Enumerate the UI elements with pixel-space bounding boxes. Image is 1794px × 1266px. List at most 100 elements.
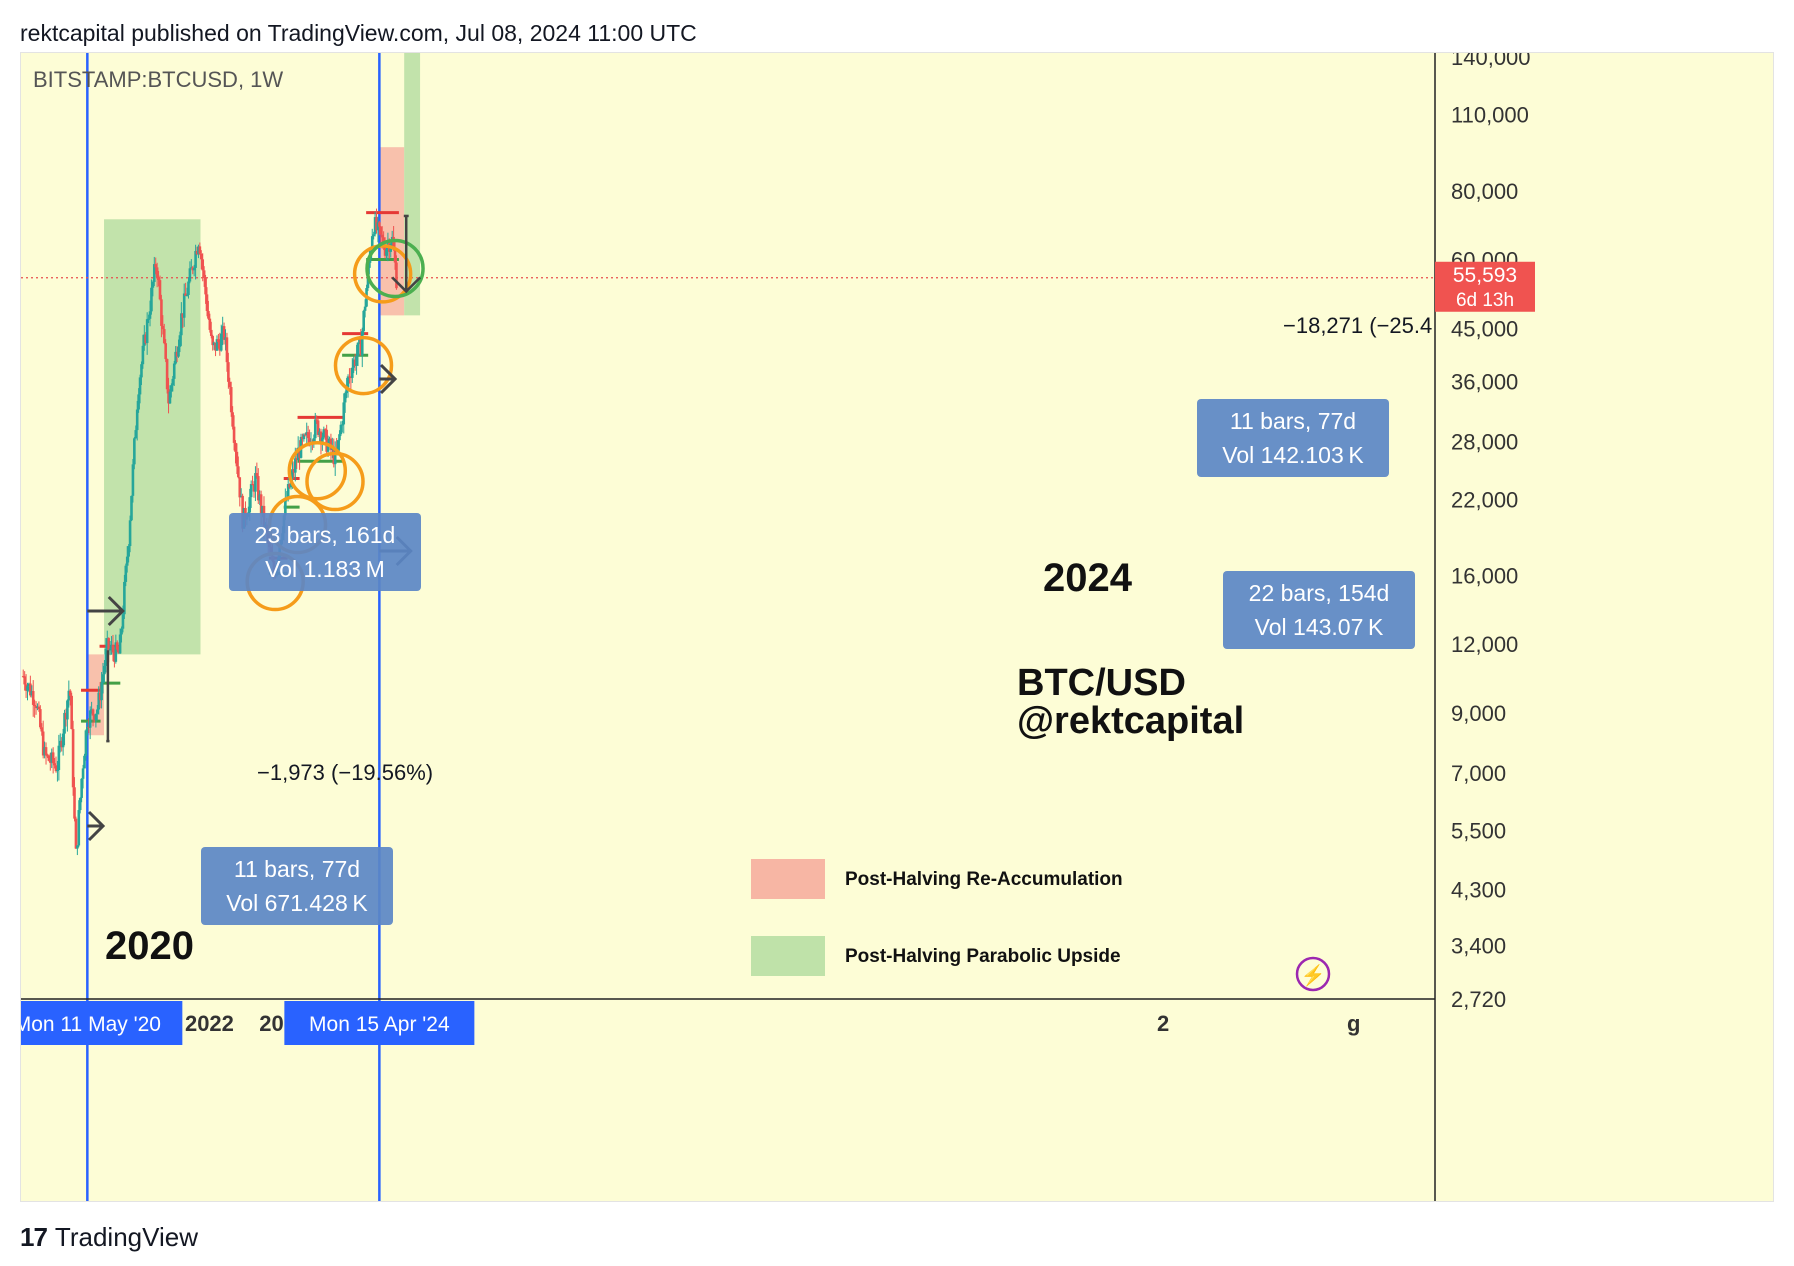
crosshair-date-label: Mon 11 May '20: [21, 1013, 161, 1036]
candle: [134, 425, 138, 439]
candle-body: [286, 484, 290, 499]
candle-body: [326, 443, 330, 452]
candle: [325, 424, 328, 454]
candle: [171, 375, 175, 392]
candle: [305, 422, 309, 445]
candle: [238, 477, 242, 507]
candle-body: [134, 430, 138, 439]
candle-body: [228, 381, 232, 388]
candle: [39, 705, 42, 730]
candle-body: [356, 342, 360, 356]
candle: [239, 488, 243, 498]
candle-body: [346, 376, 350, 388]
candle-body: [191, 267, 195, 271]
candle: [67, 680, 71, 708]
candle-body: [96, 709, 99, 714]
candle: [188, 261, 192, 284]
candle: [110, 636, 113, 655]
candle-body: [376, 222, 380, 231]
candle-body: [221, 326, 224, 334]
candle-body: [113, 652, 116, 662]
candle: [395, 255, 398, 290]
candle-body: [93, 715, 96, 721]
candle: [147, 314, 150, 324]
legend-label: Post-Halving Parabolic Upside: [845, 946, 1121, 967]
candle: [219, 324, 223, 352]
candle: [174, 346, 177, 365]
measure-bars-label: 23 bars, 161d: [255, 522, 396, 548]
candle: [66, 699, 69, 732]
candle-body: [252, 485, 256, 492]
candle-body: [114, 642, 118, 662]
candle-body: [100, 682, 103, 701]
candle-body: [170, 385, 173, 392]
measure-bars-label: 11 bars, 77d: [1230, 408, 1356, 434]
candle: [254, 466, 257, 502]
candle: [204, 274, 207, 304]
candle: [152, 256, 156, 287]
candle: [123, 574, 126, 620]
candle: [144, 332, 148, 345]
candle-body: [227, 362, 230, 382]
candle-body: [84, 730, 88, 756]
candle: [21, 669, 25, 678]
candle-body: [372, 234, 375, 237]
arrow-77d-2024-head: [379, 363, 398, 395]
candle: [341, 420, 344, 433]
last-price-countdown: 6d 13h: [1456, 290, 1514, 311]
candle-body: [108, 648, 112, 651]
candle-body: [67, 690, 71, 701]
candle-body: [232, 426, 236, 443]
candle: [93, 714, 96, 723]
candle: [379, 225, 383, 246]
candle: [114, 634, 118, 664]
candle-body: [104, 648, 108, 666]
candle-body: [368, 258, 371, 268]
candle: [288, 483, 291, 489]
candle: [135, 400, 139, 441]
candle-body: [135, 409, 139, 431]
chart-area[interactable]: 23 bars, 161d Vol 1.183 M 11 bars, 77d Vol …: [20, 52, 1774, 1202]
candle-body: [248, 497, 252, 513]
candle: [81, 764, 85, 789]
candle: [178, 331, 182, 353]
candle: [103, 660, 106, 683]
candle: [363, 299, 367, 318]
candle-body: [207, 311, 210, 319]
candle-body: [259, 494, 263, 514]
candle-body: [49, 760, 52, 763]
y-tick-label: 36,000: [1451, 370, 1518, 395]
x-tick-label-partial: 2: [1157, 1011, 1169, 1036]
candle: [128, 515, 132, 553]
candle: [234, 440, 237, 464]
candle: [208, 313, 212, 333]
y-tick-label: 45,000: [1451, 316, 1518, 341]
candle: [31, 680, 35, 717]
footer-brand[interactable]: 17 TradingView: [20, 1222, 198, 1253]
candle-body: [341, 424, 344, 426]
candle-body: [187, 281, 190, 295]
candle: [292, 461, 296, 480]
candle-body: [57, 745, 61, 770]
candle-body: [288, 484, 291, 488]
candle-body: [217, 339, 220, 343]
candle: [115, 640, 119, 653]
candle: [190, 259, 193, 269]
candle: [56, 760, 59, 782]
candle-body: [98, 692, 102, 701]
candle: [393, 239, 397, 270]
candle: [108, 641, 112, 656]
candle-body: [375, 217, 378, 231]
candle-body: [332, 447, 336, 465]
price-chart[interactable]: 23 bars, 161d Vol 1.183 M 11 bars, 77d Vol …: [21, 53, 1774, 1202]
candle-body: [40, 727, 44, 732]
candle-body: [23, 676, 26, 685]
candle-body: [255, 473, 259, 477]
candle-body: [120, 628, 123, 635]
candle-body: [224, 337, 227, 340]
candle-body: [360, 331, 364, 356]
candle-body: [192, 267, 196, 271]
candle-body: [64, 712, 68, 720]
candle: [313, 412, 317, 445]
reaccum-zone-2020: [87, 654, 105, 736]
